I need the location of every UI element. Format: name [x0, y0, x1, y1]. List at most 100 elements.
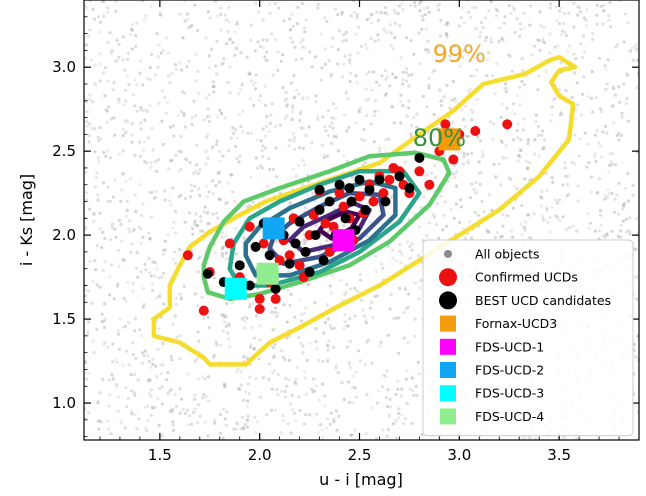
- all-objects-point: [330, 142, 334, 146]
- all-objects-point: [478, 34, 482, 39]
- all-objects-point: [519, 222, 523, 226]
- contour-80pct: [201, 150, 452, 302]
- all-objects-point: [579, 42, 583, 46]
- all-objects-point: [117, 42, 121, 46]
- all-objects-point: [602, 4, 606, 8]
- all-objects-point: [545, 189, 549, 193]
- all-objects-point: [575, 229, 579, 233]
- all-objects-point: [622, 82, 626, 86]
- all-objects-point: [377, 146, 381, 150]
- all-objects-point: [533, 44, 537, 48]
- all-objects-point: [610, 229, 614, 233]
- all-objects-point: [91, 7, 95, 12]
- all-objects-point: [226, 200, 230, 204]
- all-objects-point: [494, 7, 498, 11]
- all-objects-point: [302, 126, 306, 130]
- all-objects-point: [622, 201, 627, 206]
- all-objects-point: [329, 327, 334, 331]
- all-objects-point: [518, 103, 522, 107]
- all-objects-point: [490, 74, 494, 78]
- all-objects-point: [91, 100, 95, 104]
- all-objects-point: [123, 258, 127, 263]
- all-objects-point: [362, 173, 366, 177]
- all-objects-point: [196, 270, 200, 274]
- all-objects-point: [303, 370, 307, 374]
- all-objects-point: [427, 86, 431, 90]
- all-objects-point: [432, 215, 436, 219]
- all-objects-point: [179, 397, 184, 401]
- all-objects-point: [276, 373, 281, 377]
- all-objects-point: [584, 18, 588, 22]
- all-objects-point: [406, 341, 410, 345]
- all-objects-point: [372, 140, 376, 144]
- all-objects-point: [224, 314, 228, 318]
- all-objects-point: [221, 329, 225, 333]
- confirmed-ucds-point: [258, 238, 269, 249]
- all-objects-point: [239, 88, 243, 92]
- all-objects-point: [605, 82, 609, 86]
- all-objects-point: [592, 155, 596, 159]
- all-objects-point: [252, 83, 256, 87]
- all-objects-point: [416, 360, 420, 364]
- all-objects-point: [100, 0, 105, 3]
- all-objects-point: [570, 160, 574, 164]
- all-objects-point: [427, 221, 432, 225]
- all-objects-point: [635, 297, 639, 301]
- all-objects-point: [454, 202, 458, 206]
- all-objects-point: [420, 14, 424, 18]
- all-objects-point: [277, 6, 281, 10]
- all-objects-point: [233, 128, 238, 132]
- all-objects-point: [108, 275, 112, 279]
- all-objects-point: [148, 190, 152, 194]
- all-objects-point: [126, 57, 130, 61]
- all-objects-point: [224, 324, 228, 328]
- all-objects-point: [558, 113, 562, 117]
- all-objects-point: [607, 152, 612, 156]
- all-objects-point: [125, 349, 129, 353]
- all-objects-point: [545, 206, 549, 210]
- all-objects-point: [227, 324, 231, 328]
- all-objects-point: [509, 229, 513, 233]
- all-objects-point: [523, 177, 528, 181]
- all-objects-point: [207, 120, 211, 124]
- all-objects-point: [462, 21, 467, 25]
- all-objects-point: [198, 168, 202, 172]
- all-objects-point: [170, 158, 174, 162]
- all-objects-point: [130, 28, 134, 32]
- all-objects-point: [85, 198, 89, 202]
- all-objects-point: [96, 15, 101, 19]
- all-objects-point: [334, 135, 338, 139]
- all-objects-point: [526, 166, 530, 170]
- x-tick-label: 3.5: [547, 446, 571, 464]
- all-objects-point: [631, 184, 635, 188]
- all-objects-point: [154, 364, 158, 368]
- all-objects-point: [370, 12, 374, 16]
- all-objects-point: [191, 227, 195, 231]
- all-objects-point: [423, 13, 427, 17]
- all-objects-point: [401, 70, 405, 74]
- all-objects-point: [184, 157, 188, 161]
- all-objects-point: [168, 125, 172, 129]
- best-ucd-candidates-point: [300, 246, 311, 257]
- all-objects-point: [224, 423, 229, 427]
- all-objects-point: [143, 140, 147, 144]
- all-objects-point: [91, 339, 95, 343]
- all-objects-point: [636, 334, 639, 338]
- all-objects-point: [625, 72, 629, 76]
- all-objects-point: [218, 412, 223, 417]
- all-objects-point: [489, 36, 493, 41]
- all-objects-point: [394, 76, 398, 80]
- all-objects-point: [345, 324, 349, 328]
- all-objects-point: [272, 346, 276, 350]
- all-objects-point: [576, 184, 580, 188]
- all-objects-point: [234, 252, 238, 256]
- all-objects-point: [343, 320, 347, 324]
- all-objects-point: [276, 50, 280, 54]
- all-objects-point: [129, 27, 133, 31]
- all-objects-point: [249, 325, 253, 330]
- all-objects-point: [284, 90, 288, 94]
- all-objects-point: [303, 239, 307, 243]
- all-objects-point: [100, 312, 104, 316]
- all-objects-point: [267, 377, 271, 381]
- all-objects-point: [134, 209, 138, 213]
